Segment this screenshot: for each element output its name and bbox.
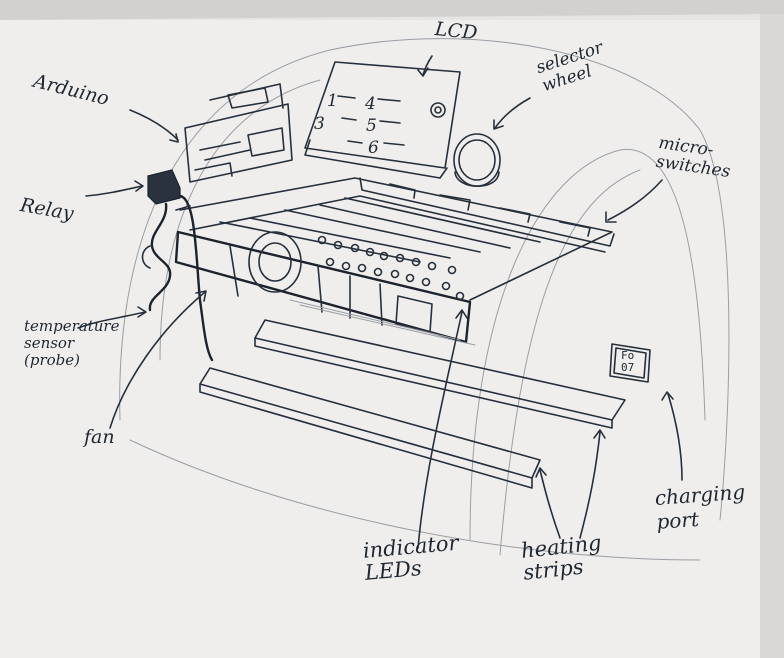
strips-arrow-1 xyxy=(539,469,561,539)
port-arrow xyxy=(667,393,683,481)
lcd-number: 3 xyxy=(314,114,325,134)
selector-wheel xyxy=(453,133,501,187)
label-charging-port: charging port xyxy=(654,479,746,534)
label-heating-strips: heating strips xyxy=(519,530,603,585)
heating-strips xyxy=(199,299,626,489)
lcd-number: 6 xyxy=(368,138,379,158)
strips-arrow-2 xyxy=(579,431,601,539)
arduino-arrow xyxy=(129,109,179,141)
fan xyxy=(248,231,302,293)
lcd-number: 1 xyxy=(327,91,338,111)
label-fan: fan xyxy=(84,426,115,448)
arduino-board xyxy=(184,83,293,183)
housing-right-arc xyxy=(469,148,706,541)
housing-right-arc-2 xyxy=(499,169,641,556)
front-bar xyxy=(174,230,472,344)
housing-inner-arc xyxy=(159,79,321,361)
label-indicator-leds: indicator LEDs xyxy=(361,530,460,585)
fan-arrow xyxy=(109,291,206,429)
switches-arrow xyxy=(607,179,663,221)
base-guide xyxy=(129,439,701,561)
selector-arrow xyxy=(494,97,531,129)
charging-port xyxy=(609,343,651,383)
relay-arrow xyxy=(85,185,143,197)
port-text: 07 xyxy=(621,361,635,374)
probe-arrow xyxy=(77,311,146,329)
leds-arrow xyxy=(417,311,463,549)
relay-and-probe xyxy=(141,169,214,362)
tray xyxy=(179,177,615,301)
indicator-leds xyxy=(317,235,465,301)
lcd-panel xyxy=(304,61,461,179)
lcd-arrow xyxy=(422,55,433,76)
lcd-number: 4 xyxy=(365,94,376,114)
lcd-number: 5 xyxy=(366,116,377,136)
label-lcd: LCD xyxy=(433,18,479,45)
label-temperature-sensor: temperature sensor (probe) xyxy=(24,317,120,369)
leader-arrows xyxy=(77,55,683,549)
port-text: Fo xyxy=(621,349,635,362)
